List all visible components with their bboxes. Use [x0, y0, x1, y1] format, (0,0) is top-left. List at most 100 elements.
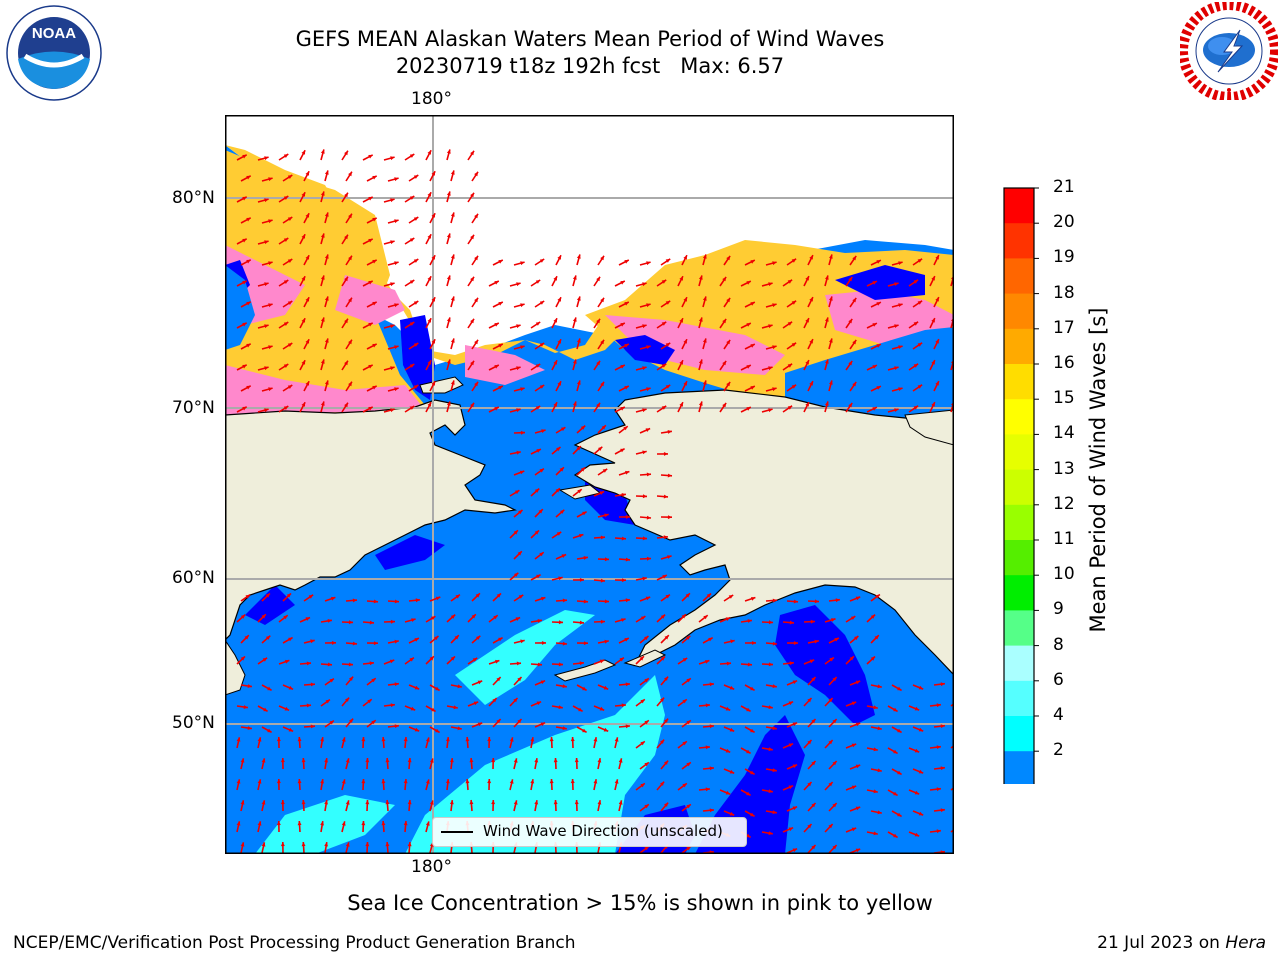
wind-wave-arrow-head: [555, 488, 560, 493]
wind-wave-arrow-head: [722, 318, 727, 324]
wind-wave-arrow-head: [604, 639, 609, 644]
land-canada: [904, 409, 954, 446]
wind-wave-arrow-head: [746, 833, 751, 838]
wind-wave-arrow-head: [705, 787, 710, 792]
wind-wave-arrow-head: [276, 737, 281, 742]
wind-wave-arrow-head: [599, 706, 605, 711]
wind-wave-arrow-head: [390, 156, 395, 161]
wind-wave-arrow-head: [306, 661, 311, 666]
wind-wave-arrow-head: [576, 296, 581, 301]
wind-wave-arrow-head: [535, 322, 541, 326]
wind-wave-arrow-head: [301, 234, 306, 239]
wind-wave-arrow-head: [242, 364, 247, 369]
wind-wave-arrow-head: [787, 321, 793, 326]
wind-wave-arrow-head: [487, 779, 492, 784]
wind-wave-arrow-head: [936, 745, 941, 750]
wind-wave-arrow-head: [469, 800, 474, 805]
colorbar-tick-label: 13: [1053, 458, 1075, 479]
wind-wave-arrow-head: [446, 401, 451, 406]
wind-wave-arrow-head: [446, 275, 451, 280]
colorbar-segment: [1004, 680, 1034, 717]
wind-wave-arrow-head: [683, 255, 687, 260]
wind-wave-arrow-head: [320, 737, 324, 742]
wind-wave-arrow-head: [686, 678, 691, 683]
wind-wave-arrow-head: [361, 821, 366, 826]
wind-wave-arrow-head: [664, 635, 669, 640]
wind-wave-arrow-head: [330, 596, 336, 601]
wind-wave-arrow-head: [557, 297, 561, 302]
wind-wave-arrow-head: [301, 318, 306, 323]
wind-wave-arrow-head: [472, 657, 478, 662]
wind-wave-arrow-head: [540, 722, 546, 727]
wind-wave-arrow-head: [639, 656, 644, 661]
wind-wave-arrow-head: [646, 345, 651, 350]
wind-wave-arrow-head: [702, 296, 707, 301]
wind-wave-arrow-head: [620, 448, 625, 453]
wind-wave-arrow-head: [520, 639, 525, 644]
wind-wave-arrow-head: [872, 281, 877, 285]
wind-wave-arrow-head: [553, 800, 558, 805]
wind-wave-arrow-head: [283, 615, 288, 620]
wind-wave-arrow-head: [344, 150, 348, 156]
wind-wave-arrow-head: [535, 280, 541, 284]
wind-wave-arrow-head: [509, 779, 514, 784]
colorbar-tick-label: 8: [1053, 634, 1064, 655]
wind-wave-arrow-head: [873, 831, 878, 836]
wind-wave-arrow-head: [262, 657, 268, 662]
wind-wave-arrow-head: [560, 509, 565, 514]
wind-wave-arrow-head: [267, 728, 272, 733]
wind-wave-arrow-head: [579, 533, 584, 538]
wind-wave-arrow-head: [702, 380, 707, 385]
wind-wave-arrow-head: [793, 641, 798, 645]
wind-wave-arrow-head: [642, 324, 647, 329]
wind-wave-arrow-head: [446, 317, 451, 322]
wind-wave-arrow-head: [750, 770, 755, 775]
wind-wave-arrow-head: [807, 698, 812, 703]
wind-wave-arrow-head: [284, 659, 290, 664]
wind-wave-arrow-head: [325, 699, 330, 704]
wind-wave-arrow-head: [305, 339, 310, 344]
wind-wave-arrow-head: [848, 402, 853, 408]
wind-wave-arrow-head: [268, 303, 273, 308]
colorbar-tick-label: 4: [1053, 705, 1064, 725]
colorbar-tick-label: 11: [1053, 529, 1075, 549]
wind-wave-arrow-head: [596, 276, 600, 282]
wind-wave-arrow-head: [686, 804, 691, 809]
wind-wave-arrow-head: [660, 614, 666, 619]
wind-wave-arrow-head: [431, 171, 436, 176]
wind-wave-arrow-head: [450, 170, 455, 175]
wind-wave-arrow-head: [579, 661, 584, 666]
wind-wave-arrow-head: [835, 598, 840, 603]
wind-wave-arrow-head: [811, 803, 816, 808]
wind-wave-arrow-head: [515, 617, 521, 621]
wind-wave-arrow-head: [276, 821, 281, 826]
wind-wave-arrow-head: [686, 846, 691, 851]
wind-wave-arrow-head: [435, 596, 441, 601]
wind-wave-arrow-head: [301, 360, 306, 365]
wind-wave-arrow-head: [429, 656, 434, 661]
wind-wave-arrow-head: [614, 779, 619, 784]
wind-wave-arrow-head: [685, 593, 690, 598]
wind-wave-arrow-head: [848, 318, 853, 324]
wind-wave-arrow-head: [257, 779, 262, 784]
wind-wave-arrow-head: [768, 282, 773, 287]
wind-wave-arrow-head: [702, 338, 707, 343]
wind-wave-arrow-head: [582, 728, 587, 733]
wind-wave-arrow-head: [425, 779, 430, 784]
wind-wave-arrow-head: [600, 297, 604, 303]
wind-wave-arrow-head: [283, 154, 289, 158]
wind-wave-arrow-head: [620, 365, 625, 369]
wind-wave-arrow-head: [348, 213, 352, 219]
wind-wave-arrow-head: [768, 789, 773, 794]
wind-wave-arrow-head: [625, 557, 630, 562]
wind-wave-arrow-head: [768, 408, 773, 413]
dark-zone-bering: [375, 535, 445, 570]
wind-wave-arrow-head: [348, 662, 353, 667]
wind-wave-arrow-head: [665, 300, 671, 305]
wind-wave-arrow-head: [477, 680, 483, 685]
wind-wave-arrow-head: [242, 322, 247, 327]
wind-wave-arrow-head: [772, 387, 777, 392]
colorbar-tick-label: 9: [1053, 599, 1064, 620]
cyan-zone-sw: [255, 795, 395, 854]
wind-wave-arrow-head: [855, 764, 861, 769]
